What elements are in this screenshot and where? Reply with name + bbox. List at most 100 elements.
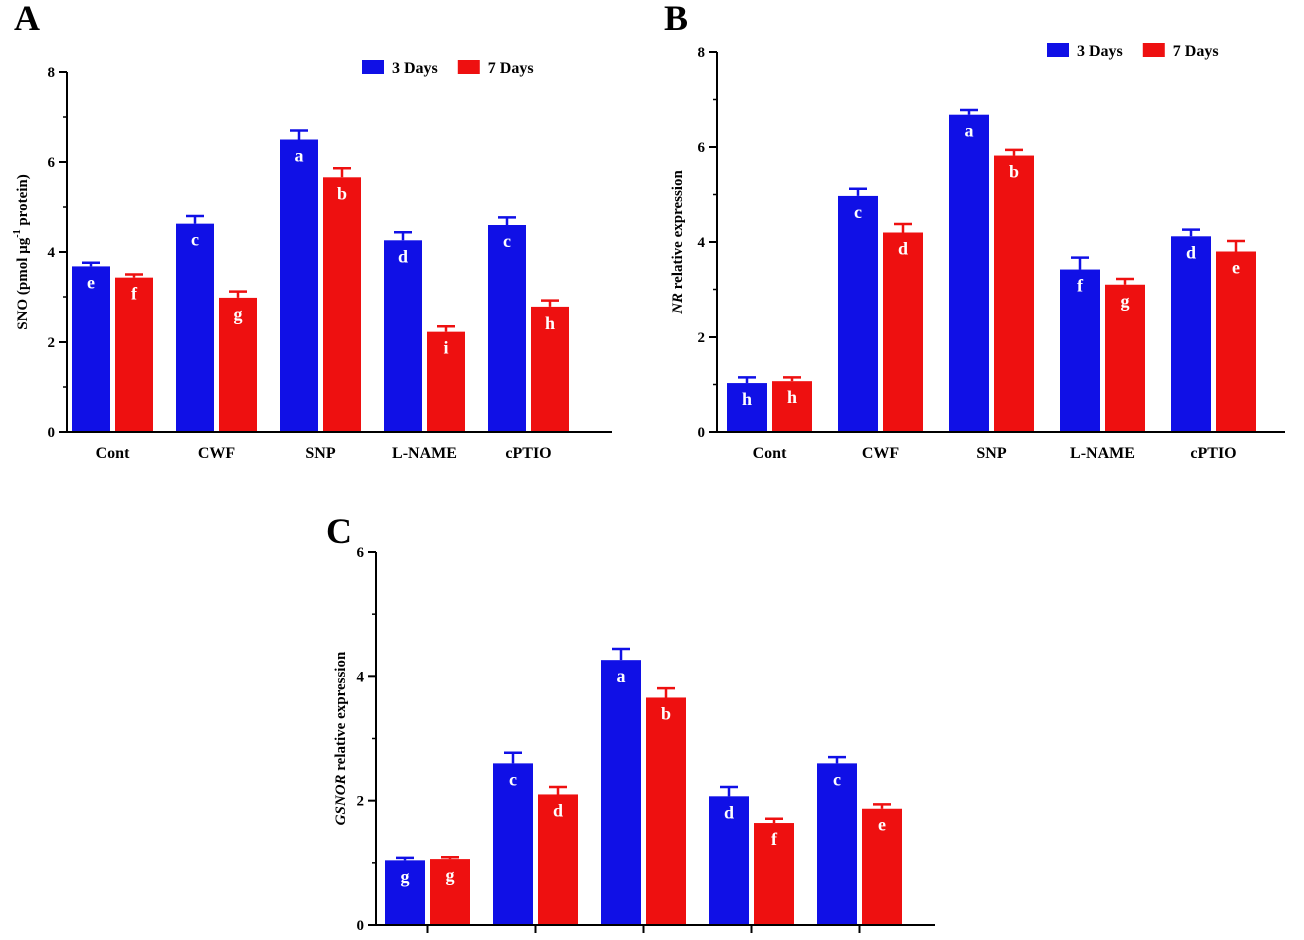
legend: 3 Days 7 Days (362, 60, 534, 77)
legend-swatch (1142, 43, 1165, 57)
bar (115, 277, 153, 432)
error-bar (1182, 228, 1200, 237)
legend-swatch (457, 60, 480, 74)
y-tick-label: 8 (698, 45, 706, 61)
significance-letter: e (87, 272, 95, 292)
error-bar (333, 167, 351, 178)
bar (72, 266, 110, 432)
error-bar (720, 785, 738, 797)
bar (601, 660, 641, 925)
legend-label: 3 Days (1077, 43, 1123, 60)
error-bar (290, 129, 308, 140)
chart-panel-b: Bh h Cont c d CWF a b SNP f g L-NAME d e cPTIO 0 2 4 6 8 NR … (664, 0, 1285, 462)
bar (493, 763, 533, 925)
x-tick-label: CWF (862, 445, 900, 462)
legend-label: 3 Days (392, 60, 438, 77)
significance-letter: c (833, 769, 841, 789)
bar (323, 177, 361, 432)
error-bar (549, 785, 567, 795)
y-tick-label: 6 (48, 155, 56, 171)
bar (538, 794, 578, 925)
error-bar (441, 855, 459, 860)
significance-letter: d (398, 246, 408, 266)
y-tick-label: 4 (48, 245, 56, 261)
error-bar (849, 187, 867, 196)
significance-letter: d (553, 800, 563, 820)
error-bar (612, 647, 630, 661)
significance-letter: a (617, 666, 626, 686)
x-tick-label: cPTIO (1190, 445, 1236, 462)
error-bar (1227, 239, 1245, 252)
y-tick-label: 0 (48, 425, 56, 441)
bar (709, 796, 749, 925)
y-tick-label: 6 (698, 140, 706, 156)
bar (754, 823, 794, 925)
error-bar (738, 376, 756, 384)
y-tick-label: 2 (698, 330, 706, 346)
y-tick-label: 8 (48, 65, 56, 81)
error-bar (394, 230, 412, 241)
bar (430, 859, 470, 925)
significance-letter: g (1121, 291, 1130, 311)
bar (949, 114, 989, 432)
error-bar (498, 216, 516, 225)
error-bar (783, 376, 801, 382)
legend-swatch (362, 60, 384, 74)
significance-letter: c (503, 231, 511, 251)
y-tick-label: 2 (357, 794, 365, 810)
y-tick-label: 2 (48, 335, 56, 351)
significance-letter: e (1232, 258, 1240, 278)
error-bar (125, 273, 143, 278)
x-tick-label: L-NAME (392, 445, 457, 462)
bar (1216, 251, 1256, 432)
error-bar (396, 856, 414, 861)
y-axis-label: GSNOR relative expression (333, 651, 349, 825)
error-bar (229, 290, 247, 298)
legend-label: 7 Days (488, 60, 534, 77)
bar (427, 331, 465, 432)
significance-letter: a (965, 121, 974, 141)
x-tick-label: SNP (305, 445, 335, 462)
legend-swatch (1047, 43, 1069, 57)
bar (1060, 269, 1100, 432)
error-bar (437, 325, 455, 332)
legend-label: 7 Days (1173, 43, 1219, 60)
bar (384, 240, 422, 432)
chart-panel-c: Cg g c d a b d f c e 0 2 4 6 GSNOR relative expression (326, 511, 935, 934)
significance-letter: h (787, 387, 797, 407)
x-tick-label: Cont (753, 445, 787, 462)
significance-letter: f (131, 284, 138, 304)
legend: 3 Days 7 Days (1047, 43, 1219, 60)
significance-letter: d (1186, 242, 1196, 262)
bar (1105, 284, 1145, 432)
bar (646, 697, 686, 925)
bar (817, 763, 857, 925)
bar (772, 381, 812, 432)
significance-letter: d (898, 239, 908, 259)
x-tick-label: CWF (198, 445, 236, 462)
error-bar (657, 686, 675, 698)
error-bar (960, 108, 978, 115)
significance-letter: c (191, 230, 199, 250)
panel-label: B (664, 0, 688, 38)
bar (488, 225, 526, 432)
panel-label: C (326, 511, 352, 551)
y-tick-label: 4 (698, 235, 706, 251)
error-bar (1071, 256, 1089, 270)
error-bar (873, 803, 891, 809)
significance-letter: h (545, 313, 555, 333)
significance-letter: b (661, 703, 671, 723)
significance-letter: f (1077, 276, 1084, 296)
bar (176, 223, 214, 432)
y-tick-label: 4 (357, 669, 365, 685)
x-tick-label: L-NAME (1070, 445, 1135, 462)
y-axis-label: SNO (pmol µg-1 protein) (12, 174, 31, 329)
significance-letter: d (724, 802, 734, 822)
error-bar (82, 261, 100, 267)
significance-letter: b (1009, 162, 1019, 182)
y-tick-label: 0 (698, 425, 706, 441)
significance-letter: g (234, 304, 243, 324)
significance-letter: c (854, 202, 862, 222)
bar (280, 139, 318, 432)
